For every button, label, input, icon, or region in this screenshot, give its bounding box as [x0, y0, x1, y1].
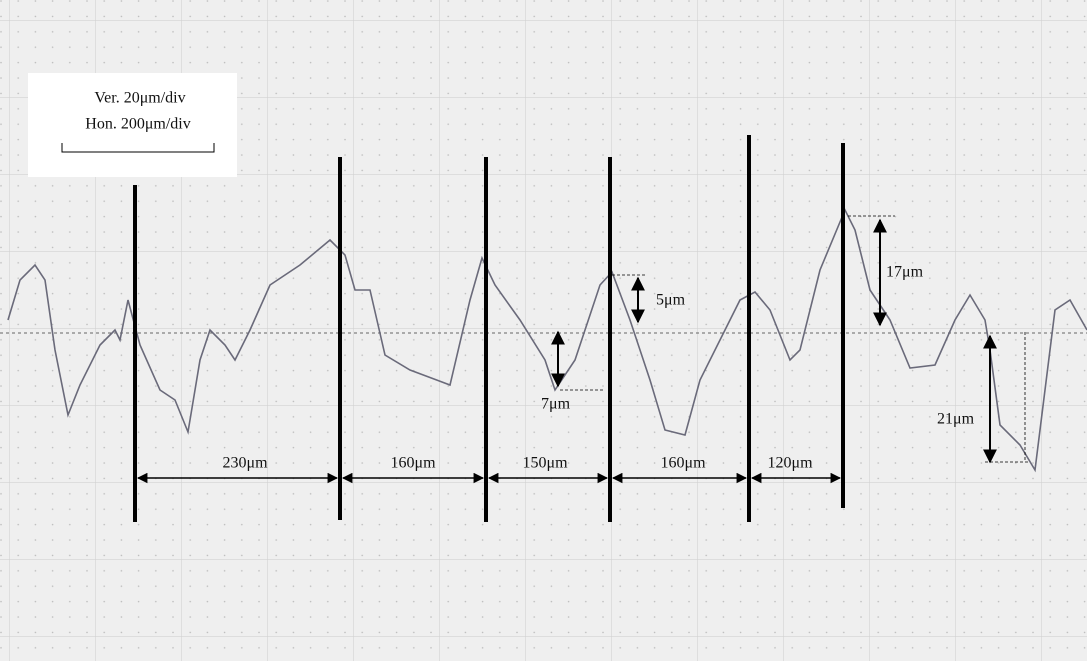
depth-label: 21μm	[937, 411, 975, 428]
spacing-label: 160μm	[660, 455, 706, 472]
depth-label: 7μm	[541, 396, 571, 413]
depth-label: 5μm	[656, 292, 686, 309]
legend-vertical: Ver. 20μm/div	[94, 90, 185, 107]
profile-photo: 230μm 160μm 150μm 160μm 120μm 5μm 7μm 17…	[0, 0, 1087, 661]
spacing-label: 160μm	[390, 455, 436, 472]
spacing-label: 230μm	[222, 455, 268, 472]
spacing-label: 150μm	[522, 455, 568, 472]
legend-horizontal: Hon. 200μm/div	[85, 116, 190, 133]
depth-label: 17μm	[886, 264, 924, 281]
spacing-label: 120μm	[767, 455, 813, 472]
